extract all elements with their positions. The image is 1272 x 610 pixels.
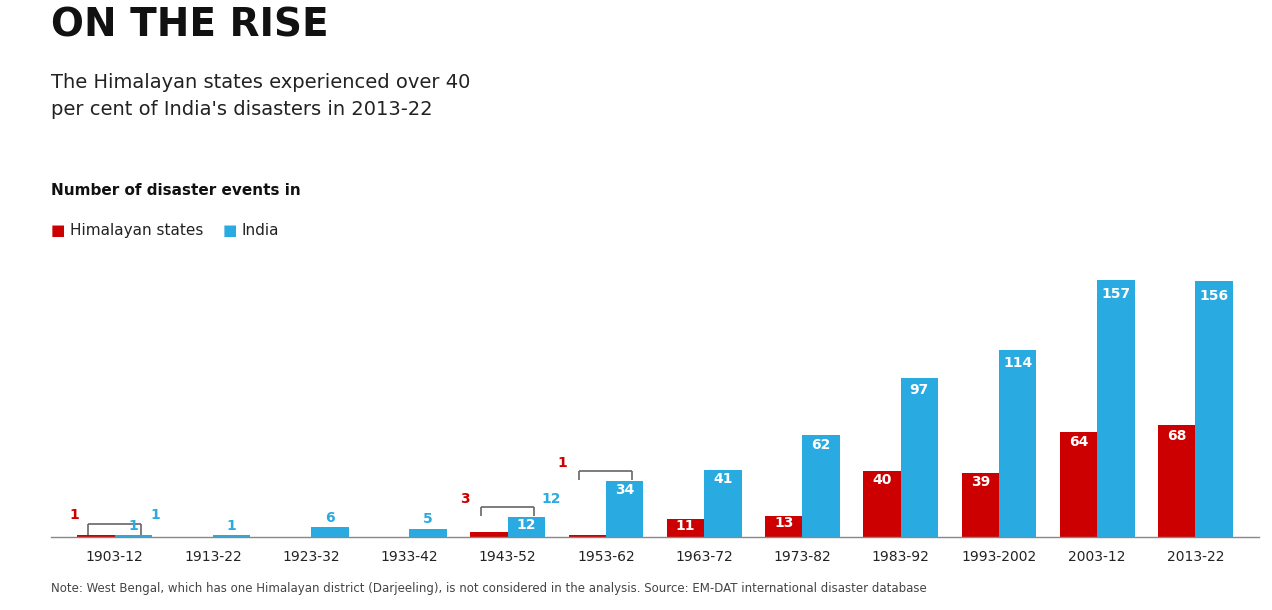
- Text: 6: 6: [326, 511, 335, 525]
- Text: 13: 13: [775, 516, 794, 530]
- Text: 12: 12: [541, 492, 561, 506]
- Text: 12: 12: [516, 518, 536, 532]
- Text: 1: 1: [128, 518, 139, 533]
- Bar: [901, 378, 937, 537]
- Text: 64: 64: [1068, 435, 1089, 449]
- Bar: [864, 472, 901, 537]
- Bar: [410, 529, 446, 537]
- Text: 1: 1: [70, 508, 79, 522]
- Bar: [78, 535, 114, 537]
- Bar: [508, 517, 544, 537]
- Bar: [705, 470, 742, 537]
- Text: 3: 3: [459, 492, 469, 506]
- Text: ON THE RISE: ON THE RISE: [51, 6, 328, 44]
- Text: 97: 97: [909, 382, 929, 397]
- Bar: [605, 481, 644, 537]
- Text: Himalayan states: Himalayan states: [70, 223, 204, 238]
- Bar: [471, 532, 508, 537]
- Text: 40: 40: [873, 473, 892, 487]
- Text: 1: 1: [226, 518, 237, 533]
- Text: 41: 41: [714, 472, 733, 486]
- Bar: [999, 350, 1037, 537]
- Text: 114: 114: [1004, 356, 1032, 370]
- Text: India: India: [242, 223, 279, 238]
- Text: 156: 156: [1199, 289, 1229, 303]
- Text: 34: 34: [614, 483, 635, 497]
- Text: 1: 1: [558, 456, 567, 470]
- Text: ■: ■: [223, 223, 237, 238]
- Text: 1: 1: [150, 508, 160, 522]
- Bar: [212, 535, 251, 537]
- Bar: [1196, 281, 1233, 537]
- Bar: [803, 435, 840, 537]
- Bar: [766, 515, 803, 537]
- Text: 68: 68: [1168, 429, 1187, 443]
- Text: 39: 39: [971, 475, 990, 489]
- Text: 5: 5: [424, 512, 432, 526]
- Bar: [1098, 279, 1135, 537]
- Text: 11: 11: [675, 519, 696, 533]
- Bar: [1060, 432, 1098, 537]
- Text: The Himalayan states experienced over 40
per cent of India's disasters in 2013-2: The Himalayan states experienced over 40…: [51, 73, 471, 119]
- Text: ■: ■: [51, 223, 65, 238]
- Bar: [1158, 425, 1196, 537]
- Bar: [569, 535, 605, 537]
- Bar: [312, 527, 349, 537]
- Bar: [962, 473, 999, 537]
- Text: 157: 157: [1102, 287, 1131, 301]
- Text: Note: West Bengal, which has one Himalayan district (Darjeeling), is not conside: Note: West Bengal, which has one Himalay…: [51, 582, 926, 595]
- Bar: [114, 535, 153, 537]
- Text: 62: 62: [812, 438, 831, 452]
- Bar: [667, 518, 705, 537]
- Text: Number of disaster events in: Number of disaster events in: [51, 183, 300, 198]
